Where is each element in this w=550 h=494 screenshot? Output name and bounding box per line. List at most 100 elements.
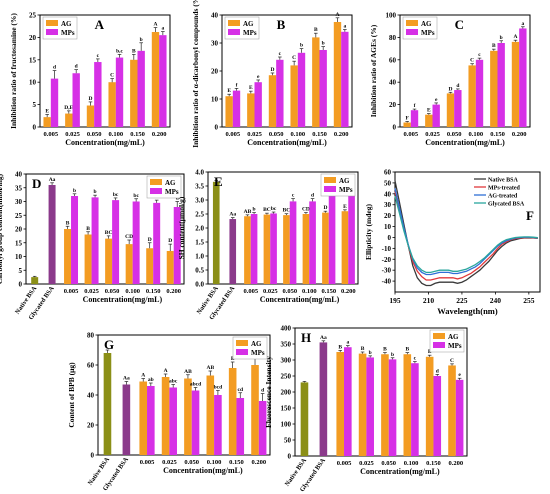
legend-label: MPs-treated bbox=[488, 186, 521, 192]
x-tick-label: 0.005 bbox=[226, 131, 241, 138]
significance-letter: A bbox=[141, 373, 145, 379]
bar-ag bbox=[290, 65, 298, 127]
bar-mps bbox=[309, 201, 316, 284]
y-tick-label: 20 bbox=[87, 422, 95, 430]
significance-letter: B bbox=[314, 27, 318, 33]
y-tick-label: -40 bbox=[382, 278, 392, 286]
bar-mps bbox=[497, 43, 505, 127]
bar-control bbox=[212, 181, 220, 284]
bar-mps bbox=[254, 82, 262, 127]
x-tick-label: 0.050 bbox=[269, 131, 284, 138]
significance-letter: c bbox=[97, 53, 100, 59]
significance-letter: C bbox=[450, 358, 454, 364]
bar-control bbox=[31, 277, 39, 284]
legend-swatch bbox=[46, 20, 58, 26]
x-tick-label: 195 bbox=[389, 296, 401, 305]
bar-ag bbox=[43, 117, 51, 127]
bar-mps bbox=[319, 50, 327, 127]
bar-ag bbox=[247, 93, 255, 127]
significance-letter: Aa bbox=[123, 376, 130, 382]
significance-letter: bc bbox=[271, 206, 277, 212]
x-tick-label: 0.050 bbox=[282, 288, 297, 295]
y-tick-label: 15 bbox=[29, 56, 37, 64]
y-tick-label: 10 bbox=[384, 223, 392, 231]
x-tick-label: 0.100 bbox=[469, 131, 484, 138]
panel-label: F bbox=[526, 208, 534, 223]
y-tick-label: 40 bbox=[389, 79, 397, 87]
x-tick-label: 0.200 bbox=[341, 288, 356, 295]
panel-h: 0 50 100 150 200 250 300 350 400 Fluorescence Int… bbox=[264, 325, 468, 493]
significance-letter: b bbox=[94, 189, 97, 195]
legend-label: AG bbox=[243, 20, 254, 28]
y-tick-label: 300 bbox=[281, 357, 292, 365]
bar-ag bbox=[251, 365, 259, 455]
plot-frame bbox=[399, 14, 531, 128]
bar-mps bbox=[250, 214, 258, 284]
significance-letter: a bbox=[346, 340, 349, 346]
significance-letter: BC bbox=[263, 207, 271, 213]
significance-letter: C bbox=[292, 55, 296, 61]
y-tick-label: 0 bbox=[91, 452, 95, 460]
x-axis-label: Concentration(mg/mL) bbox=[163, 466, 243, 475]
legend-swatch bbox=[324, 177, 336, 183]
legend-swatch bbox=[236, 340, 248, 346]
bar-mps bbox=[94, 62, 102, 127]
significance-letter: E bbox=[227, 88, 231, 94]
bar-ag bbox=[184, 378, 192, 455]
x-tick-label: 0.005 bbox=[64, 288, 79, 295]
x-tick-label: 0.200 bbox=[252, 459, 267, 466]
legend-swatch bbox=[406, 20, 418, 26]
bar-ag bbox=[244, 216, 251, 284]
significance-letter: B bbox=[66, 220, 70, 226]
plot-frame bbox=[39, 14, 171, 128]
x-tick-label: 0.100 bbox=[207, 459, 222, 466]
bar-mps bbox=[173, 207, 181, 284]
significance-letter: E bbox=[343, 204, 347, 210]
bar-mps bbox=[454, 90, 462, 127]
bar-mps bbox=[297, 52, 306, 127]
significance-letter: D bbox=[448, 86, 452, 92]
significance-letter: CD bbox=[125, 234, 133, 240]
bar-mps bbox=[341, 31, 349, 127]
x-tick-label: 0.005 bbox=[140, 459, 155, 466]
bar-mps bbox=[191, 390, 200, 455]
significance-letter: c bbox=[414, 356, 417, 362]
y-tick-label: 30 bbox=[211, 40, 219, 48]
significance-letter: AB bbox=[184, 369, 192, 375]
panel-a: 0 5 10 15 20 25 Inhibition ratio of fructosami… bbox=[9, 12, 171, 147]
y-tick-label: 40 bbox=[15, 171, 23, 179]
legend-label: MPs bbox=[339, 186, 353, 194]
bar-control bbox=[300, 382, 309, 456]
significance-letter: d bbox=[53, 65, 56, 71]
bar-ag bbox=[312, 37, 320, 127]
legend-label: AG bbox=[165, 179, 176, 187]
significance-letter: CD bbox=[302, 207, 310, 213]
x-tick-label: 0.200 bbox=[152, 131, 167, 138]
bar-mps bbox=[147, 386, 155, 455]
significance-letter: E bbox=[427, 108, 431, 114]
y-tick-label: 60 bbox=[389, 56, 397, 64]
significance-letter: b bbox=[322, 41, 325, 47]
significance-letter: D bbox=[323, 205, 327, 211]
bar-mps bbox=[276, 59, 284, 127]
bar-mps bbox=[91, 197, 99, 284]
significance-letter: d bbox=[176, 196, 179, 202]
bar-ag bbox=[206, 375, 215, 455]
bar-ag bbox=[84, 234, 92, 284]
panel-e: 0.0 0.5 1.0 1.5 2.0 2.5 3.0 3.5 4.0 SH content(μm… bbox=[177, 169, 359, 321]
x-tick-label: 0.050 bbox=[381, 460, 396, 467]
legend-label: AG bbox=[448, 333, 459, 341]
significance-letter: c bbox=[279, 51, 282, 57]
x-tick-label: 0.050 bbox=[105, 288, 120, 295]
bar-ag bbox=[139, 381, 148, 455]
y-tick-label: 20 bbox=[389, 101, 397, 109]
panel-d: 0 5 10 15 20 25 30 35 40 Carbonyl group content(n… bbox=[0, 171, 185, 321]
significance-letter: B bbox=[338, 344, 342, 350]
bar-mps bbox=[388, 359, 397, 456]
x-tick-label: 0.200 bbox=[449, 460, 464, 467]
significance-letter: A bbox=[153, 22, 157, 28]
bar-mps bbox=[115, 57, 124, 128]
bar-ag bbox=[322, 212, 329, 284]
bar-mps bbox=[410, 110, 419, 127]
